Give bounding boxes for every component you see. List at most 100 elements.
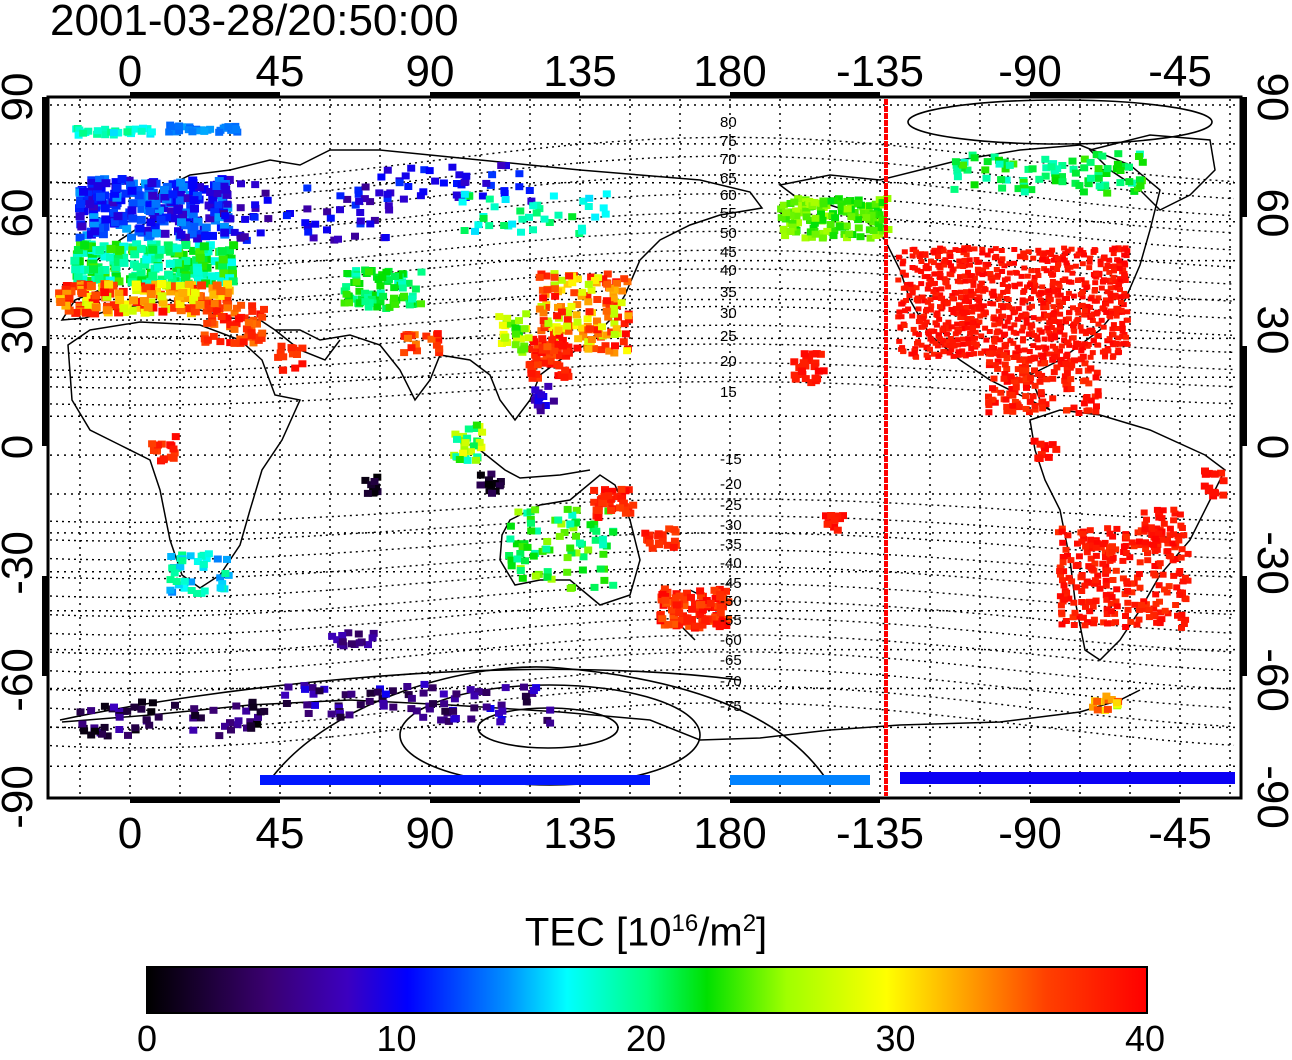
tec-cell xyxy=(557,276,566,284)
tec-cell xyxy=(476,481,485,489)
tec-cell xyxy=(990,288,997,294)
tec-cell xyxy=(983,271,990,277)
tec-cell xyxy=(241,215,250,223)
tec-cell xyxy=(1075,182,1084,190)
tec-cell xyxy=(955,349,962,355)
tec-cell xyxy=(1107,600,1115,607)
tec-cell xyxy=(340,299,349,307)
tec-cell xyxy=(1086,265,1093,271)
tec-cell xyxy=(539,359,548,367)
tec-cell xyxy=(1015,306,1022,312)
tec-cell xyxy=(435,349,444,357)
tec-cell xyxy=(112,183,122,192)
tec-cell xyxy=(575,539,584,547)
tec-cell xyxy=(1023,384,1030,391)
tec-cell xyxy=(1178,546,1186,553)
tec-cell xyxy=(219,274,229,282)
tec-cell xyxy=(451,430,460,438)
tec-cell xyxy=(62,289,72,298)
left-lat-label: -90 xyxy=(0,765,42,829)
tec-cell xyxy=(233,721,242,729)
tec-cell xyxy=(987,248,994,254)
tec-cell xyxy=(75,204,84,213)
tec-cell xyxy=(536,407,545,415)
tec-cell xyxy=(518,215,527,223)
tec-cell xyxy=(352,272,361,280)
tec-cell xyxy=(465,192,474,200)
tec-cell xyxy=(1071,169,1080,177)
tec-cell xyxy=(303,701,312,709)
tec-cell xyxy=(977,350,984,356)
tec-cell xyxy=(1059,577,1066,584)
tec-cell xyxy=(960,336,966,342)
tec-cell xyxy=(801,375,810,383)
tec-cell xyxy=(538,286,547,294)
tec-cell xyxy=(1047,351,1054,357)
tec-cell xyxy=(520,325,529,333)
tec-cell xyxy=(356,217,365,225)
tec-cell xyxy=(837,207,846,215)
tec-cell xyxy=(1020,184,1029,192)
tec-cell xyxy=(304,228,313,236)
tec-cell xyxy=(982,310,989,316)
tec-cell xyxy=(563,307,572,314)
tec-cell xyxy=(535,305,544,313)
tec-cell xyxy=(70,256,80,265)
tec-cell xyxy=(557,520,566,528)
tec-cell xyxy=(244,319,253,327)
tec-cell xyxy=(372,483,381,491)
tec-cell xyxy=(990,153,999,161)
tec-cell xyxy=(823,227,832,235)
tec-cell xyxy=(232,702,241,710)
tec-cell xyxy=(248,698,257,706)
tec-cell xyxy=(572,532,580,540)
tec-cell xyxy=(110,189,120,198)
contour-label-group: 8075706560555045403530252015-15-20-25-30… xyxy=(720,114,742,715)
tec-cell xyxy=(590,486,599,494)
tec-cell xyxy=(1024,273,1031,279)
tec-cell xyxy=(222,295,232,304)
contour-label: -45 xyxy=(720,575,742,592)
tec-cell xyxy=(550,270,559,278)
tec-cell xyxy=(366,689,375,697)
tec-cell xyxy=(1057,348,1063,354)
tec-cell xyxy=(1022,255,1029,261)
tec-cell xyxy=(529,226,537,234)
tec-cell xyxy=(452,191,461,199)
tec-cell xyxy=(930,351,937,357)
tec-cell xyxy=(996,329,1003,335)
tec-cell xyxy=(190,303,200,312)
tec-cell xyxy=(1052,345,1059,351)
tec-cell xyxy=(973,257,980,262)
tec-cell xyxy=(587,336,596,343)
tec-cell xyxy=(201,223,211,232)
tec-cell xyxy=(485,476,493,484)
tec-cell xyxy=(680,596,689,604)
tec-cell xyxy=(794,219,802,227)
south-contour xyxy=(59,668,741,721)
tec-cell xyxy=(1097,544,1105,551)
tec-cell xyxy=(946,340,953,346)
tec-cell xyxy=(370,216,379,224)
tec-cell xyxy=(1077,247,1084,253)
tec-cell xyxy=(201,232,210,241)
tec-cell xyxy=(1043,312,1050,318)
tec-cell xyxy=(511,341,520,349)
tec-cell xyxy=(985,409,993,416)
tec-cell xyxy=(827,512,836,519)
tec-cell xyxy=(1074,307,1081,312)
tec-cell xyxy=(207,272,217,281)
tec-cell xyxy=(217,313,226,320)
tec-cell xyxy=(1078,572,1086,579)
tec-cell xyxy=(1103,606,1111,613)
tec-cell xyxy=(1119,320,1126,326)
tec-cell xyxy=(1024,165,1033,173)
tec-cell xyxy=(449,707,458,715)
tec-cell xyxy=(1124,309,1131,315)
tec-cell xyxy=(261,189,270,197)
tec-cell xyxy=(390,294,398,302)
tec-cell xyxy=(145,231,155,240)
tec-cell xyxy=(537,391,546,399)
tec-cell xyxy=(230,325,239,333)
tec-cell xyxy=(76,708,85,716)
